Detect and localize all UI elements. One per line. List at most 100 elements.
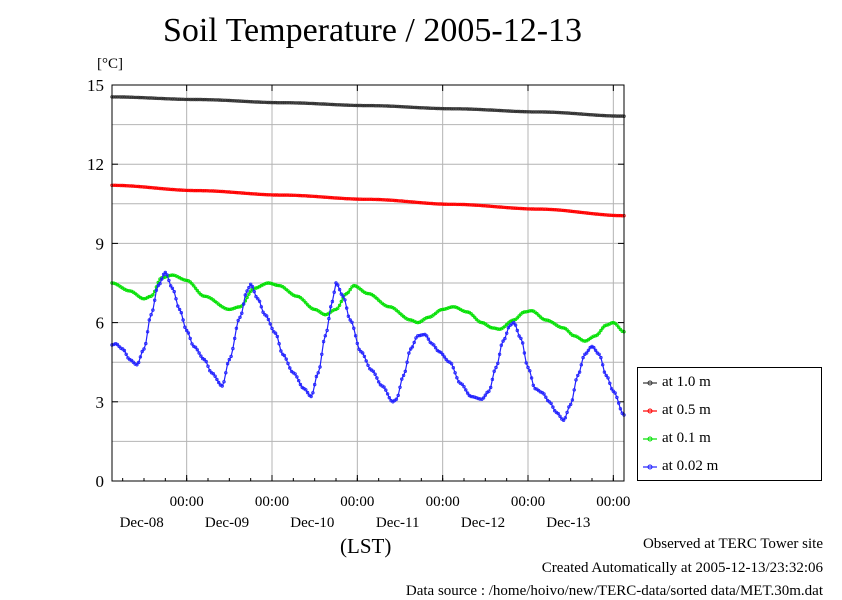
data-point: [425, 201, 429, 205]
legend-swatch-marker: [647, 436, 653, 442]
data-point: [248, 99, 253, 104]
data-point: [407, 105, 411, 109]
data-point: [124, 183, 128, 188]
data-point: [273, 283, 278, 287]
data-point: [120, 95, 125, 99]
data-point: [163, 270, 167, 275]
data-point: [387, 396, 391, 400]
data-point: [473, 203, 477, 207]
data-point: [448, 305, 452, 310]
data-point: [357, 103, 361, 108]
data-point: [165, 187, 169, 191]
data-point: [122, 348, 127, 353]
data-point: [503, 109, 507, 113]
data-point: [163, 96, 167, 101]
data-point: [218, 98, 223, 102]
data-point: [364, 103, 368, 108]
data-point: [329, 102, 333, 107]
data-point: [355, 103, 359, 108]
data-point: [513, 323, 518, 327]
data-point: [435, 202, 439, 206]
data-point: [611, 320, 615, 325]
data-point: [497, 205, 502, 209]
data-point: [513, 109, 518, 114]
data-point: [115, 183, 119, 188]
data-point: [313, 382, 317, 387]
data-point: [366, 103, 370, 108]
data-point: [204, 188, 208, 193]
data-point: [574, 378, 578, 382]
data-point: [462, 309, 466, 313]
data-point: [252, 100, 256, 104]
data-point: [215, 98, 219, 102]
x-tick-time-label: 00:00: [340, 494, 374, 510]
data-point: [572, 388, 576, 392]
data-point: [455, 202, 459, 207]
data-point: [417, 200, 422, 205]
data-point: [483, 204, 487, 208]
data-point: [465, 310, 470, 314]
data-point: [222, 189, 226, 194]
data-point: [167, 278, 171, 283]
data-point: [439, 202, 443, 206]
data-point: [151, 96, 155, 100]
data-point: [465, 202, 470, 207]
data-point: [225, 307, 230, 311]
data-point: [476, 203, 480, 207]
data-point: [494, 204, 498, 209]
data-point: [453, 107, 457, 111]
data-point: [227, 98, 231, 103]
data-point: [302, 101, 306, 105]
data-point: [295, 294, 299, 298]
data-point: [257, 100, 262, 104]
data-point: [444, 106, 448, 111]
data-point: [140, 185, 144, 189]
data-point: [170, 97, 175, 101]
legend-item: at 0.02 m: [642, 458, 718, 478]
data-point: [551, 110, 555, 114]
data-point: [348, 287, 352, 292]
data-point: [117, 183, 121, 188]
data-point: [325, 102, 329, 106]
data-point: [142, 297, 146, 301]
data-point: [371, 369, 375, 373]
data-point: [259, 192, 263, 197]
legend-swatch: [643, 436, 657, 442]
data-point: [496, 108, 500, 113]
data-point: [243, 191, 247, 195]
data-point: [522, 109, 527, 114]
data-point: [202, 294, 207, 298]
data-point: [601, 326, 605, 330]
data-point: [140, 95, 144, 100]
data-point: [506, 326, 511, 330]
data-point: [526, 207, 530, 211]
data-point: [277, 100, 281, 105]
data-point: [409, 200, 413, 204]
data-point: [192, 97, 196, 102]
data-point: [353, 103, 358, 108]
data-point: [361, 351, 365, 355]
data-point: [224, 371, 228, 375]
data-point: [229, 354, 233, 359]
data-point: [396, 393, 400, 398]
x-tick-date-label: Dec-08: [120, 515, 164, 531]
data-point: [138, 184, 143, 189]
data-point: [394, 198, 399, 203]
data-point: [378, 197, 383, 202]
data-point: [216, 380, 221, 385]
data-point: [433, 106, 438, 111]
data-point: [579, 210, 583, 215]
data-point: [247, 191, 251, 196]
data-point: [250, 284, 255, 289]
data-point: [177, 307, 182, 312]
data-point: [147, 96, 151, 100]
data-point: [581, 339, 585, 343]
data-point: [282, 193, 287, 197]
data-point: [231, 307, 235, 311]
data-point: [248, 282, 253, 286]
data-point: [183, 278, 187, 282]
data-point: [234, 99, 239, 103]
x-tick-date-label: Dec-11: [376, 515, 420, 531]
data-point: [471, 395, 475, 399]
data-point: [535, 311, 539, 316]
